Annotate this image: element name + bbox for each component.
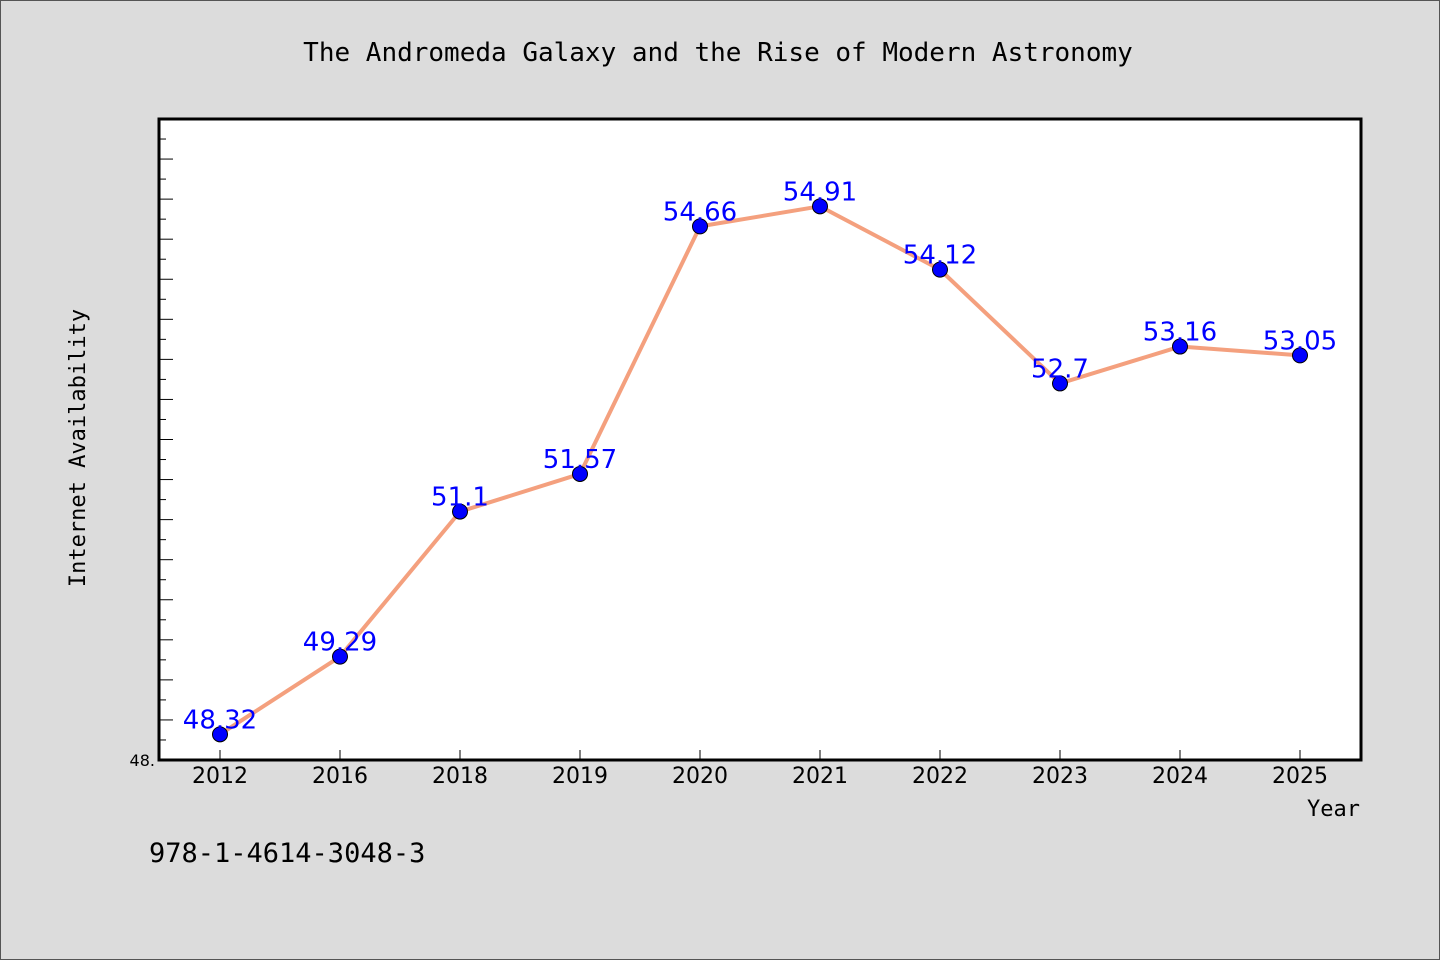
data-label: 54.91	[783, 177, 857, 207]
x-axis-label: Year	[1307, 797, 1360, 822]
series-layer	[212, 198, 1308, 743]
data-point	[692, 218, 708, 235]
x-tick-label: 2023	[1032, 764, 1088, 789]
x-tick-label: 2018	[432, 764, 488, 789]
x-axis-ticks: 2012 2016 2018 2019 2020 2021 2022 2023 2024 2025	[192, 750, 1328, 789]
data-point	[1052, 375, 1068, 392]
y-axis-label: Internet Availability	[66, 309, 91, 587]
x-tick-label: 2019	[552, 764, 608, 789]
data-labels: 48.32 49.29 51.1 51.57 54.66 54.91 54.12 52.7 53…	[183, 177, 1337, 735]
series-line	[218, 204, 1301, 737]
data-point	[452, 503, 468, 520]
data-label: 51.1	[431, 483, 489, 513]
data-label: 53.16	[1143, 318, 1217, 348]
chart-title: The Andromeda Galaxy and the Rise of Mod…	[303, 38, 1133, 68]
data-point	[812, 198, 828, 215]
data-point	[1292, 347, 1308, 364]
data-point	[1172, 338, 1188, 355]
data-label: 52.7	[1031, 354, 1089, 384]
data-label: 54.66	[663, 197, 737, 227]
y-tick-label: 48.	[130, 751, 155, 770]
data-label: 53.05	[1263, 326, 1337, 356]
data-label: 48.32	[183, 705, 257, 735]
data-label: 54.12	[903, 241, 977, 271]
data-label: 51.57	[543, 445, 617, 475]
x-tick-label: 2016	[312, 764, 368, 789]
plot-area	[157, 117, 1363, 762]
data-point	[572, 465, 588, 482]
x-tick-label: 2012	[192, 764, 248, 789]
x-tick-label: 2024	[1152, 764, 1208, 789]
y-axis-ticks	[159, 118, 173, 761]
x-tick-label: 2022	[912, 764, 968, 789]
x-tick-label: 2021	[792, 764, 848, 789]
data-point	[212, 726, 228, 743]
data-label: 49.29	[303, 628, 377, 658]
data-point	[932, 261, 948, 278]
x-tick-label: 2025	[1272, 764, 1328, 789]
data-point	[332, 648, 348, 665]
isbn-text: 978-1-4614-3048-3	[149, 838, 425, 869]
x-tick-label: 2020	[672, 764, 728, 789]
